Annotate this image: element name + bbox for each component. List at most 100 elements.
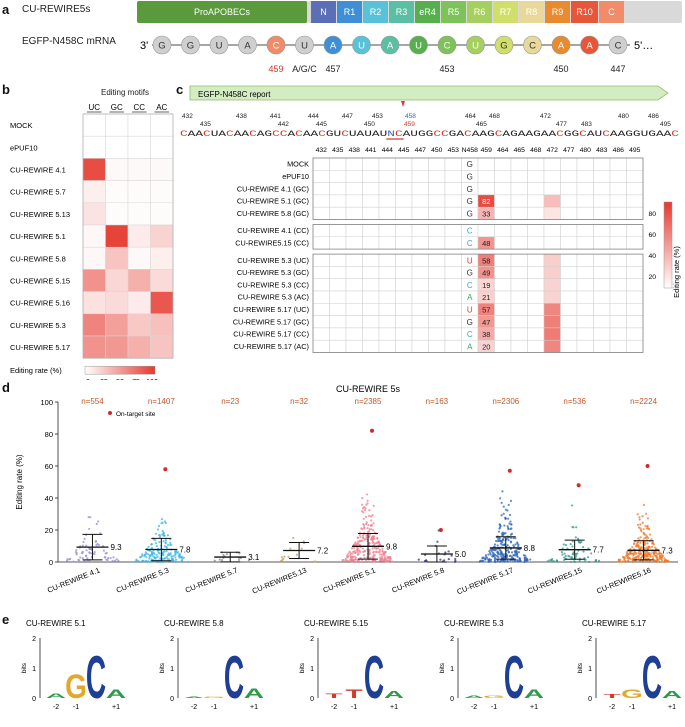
n-label: n=1407 [148, 397, 175, 406]
data-point [158, 552, 161, 555]
data-point [362, 517, 365, 520]
report-legend-title: Editing rate (%) [672, 246, 681, 298]
grid-row-label: CU-REWIRE 4.1 (CC) [237, 226, 309, 235]
grid-cell [444, 327, 462, 341]
domain-r8: R8 [519, 1, 544, 23]
data-point [642, 503, 645, 507]
data-point [220, 559, 224, 562]
data-point [495, 539, 498, 543]
data-point [638, 516, 641, 519]
grid-cell [378, 253, 396, 267]
motif-cell [127, 113, 151, 137]
data-point [631, 558, 634, 561]
data-point [523, 557, 526, 560]
grid-cell [411, 182, 429, 196]
data-point [365, 536, 368, 539]
base-circle [494, 35, 514, 55]
grid-cell [312, 339, 330, 353]
data-point [377, 547, 380, 550]
grid-cell [411, 236, 429, 250]
data-point [503, 555, 506, 558]
data-point [300, 547, 303, 550]
grid-cell [428, 278, 446, 292]
motif-cell [82, 224, 106, 248]
n458-base: A [467, 342, 473, 351]
data-point [560, 551, 563, 554]
data-point [367, 514, 371, 517]
data-point [653, 550, 656, 553]
data-point [283, 555, 286, 558]
n-label: n=554 [81, 397, 104, 406]
grid-cell [527, 315, 545, 329]
grid-cell [411, 157, 429, 171]
grid-cell [395, 278, 413, 292]
chart-title: CU-REWIRE 5s [336, 384, 401, 394]
grid-cell [444, 290, 462, 304]
data-point [218, 558, 221, 561]
base-circle [580, 35, 599, 55]
data-point [487, 560, 491, 563]
motif-cell [82, 113, 106, 137]
logo-letter: T [325, 693, 343, 700]
grid-cell [626, 278, 644, 292]
grid-cell [428, 224, 446, 238]
data-point [648, 533, 652, 536]
logo-y-tick: 0 [32, 696, 36, 703]
grid-cell [593, 327, 611, 341]
logo-letter: C [364, 644, 384, 711]
data-point [571, 525, 574, 529]
grid-cell [395, 157, 413, 171]
data-point [170, 555, 173, 558]
data-point [625, 553, 629, 556]
grid-cell [626, 315, 644, 329]
data-point [506, 509, 509, 512]
report-legend-tick: 60 [648, 232, 656, 239]
data-point [484, 558, 487, 561]
seq-position-top: 458 [405, 113, 416, 120]
data-point [362, 511, 365, 514]
data-point [162, 553, 165, 556]
grid-cell [312, 327, 330, 341]
data-point [571, 545, 574, 548]
data-point [162, 540, 165, 543]
grid-cell [411, 278, 429, 292]
data-point [496, 551, 499, 554]
position-label: 453 [439, 64, 454, 74]
grid-cell [428, 182, 446, 196]
data-point [371, 536, 375, 539]
data-point [641, 521, 644, 524]
grid-cell [494, 157, 512, 171]
data-point [375, 550, 378, 553]
data-point [506, 544, 509, 547]
grid-cell [444, 170, 462, 183]
data-point [655, 556, 659, 559]
data-point [635, 543, 638, 546]
data-point [351, 552, 354, 555]
data-point [162, 531, 165, 535]
motif-cell [150, 224, 174, 248]
grid-cell [428, 170, 446, 183]
base-circle [608, 35, 628, 55]
grid-cell [411, 315, 429, 329]
position-label: 457 [325, 64, 340, 74]
logo-letter: A [524, 687, 544, 700]
data-point [643, 546, 646, 550]
grid-cell [626, 157, 644, 171]
edit-value: 58 [482, 256, 490, 265]
data-point [163, 557, 166, 560]
data-point [151, 554, 154, 557]
data-point [371, 514, 374, 517]
data-point [287, 555, 290, 558]
data-point [186, 560, 190, 564]
data-point [370, 538, 373, 541]
data-point [578, 541, 581, 544]
base-letter: A [558, 41, 565, 52]
logo-y-tick: 0 [170, 696, 174, 703]
data-point [292, 536, 295, 540]
data-point [514, 543, 517, 546]
data-point [81, 544, 84, 547]
data-point [506, 559, 509, 562]
grid-cell [494, 182, 512, 196]
data-point [369, 515, 373, 518]
data-point [638, 518, 641, 521]
